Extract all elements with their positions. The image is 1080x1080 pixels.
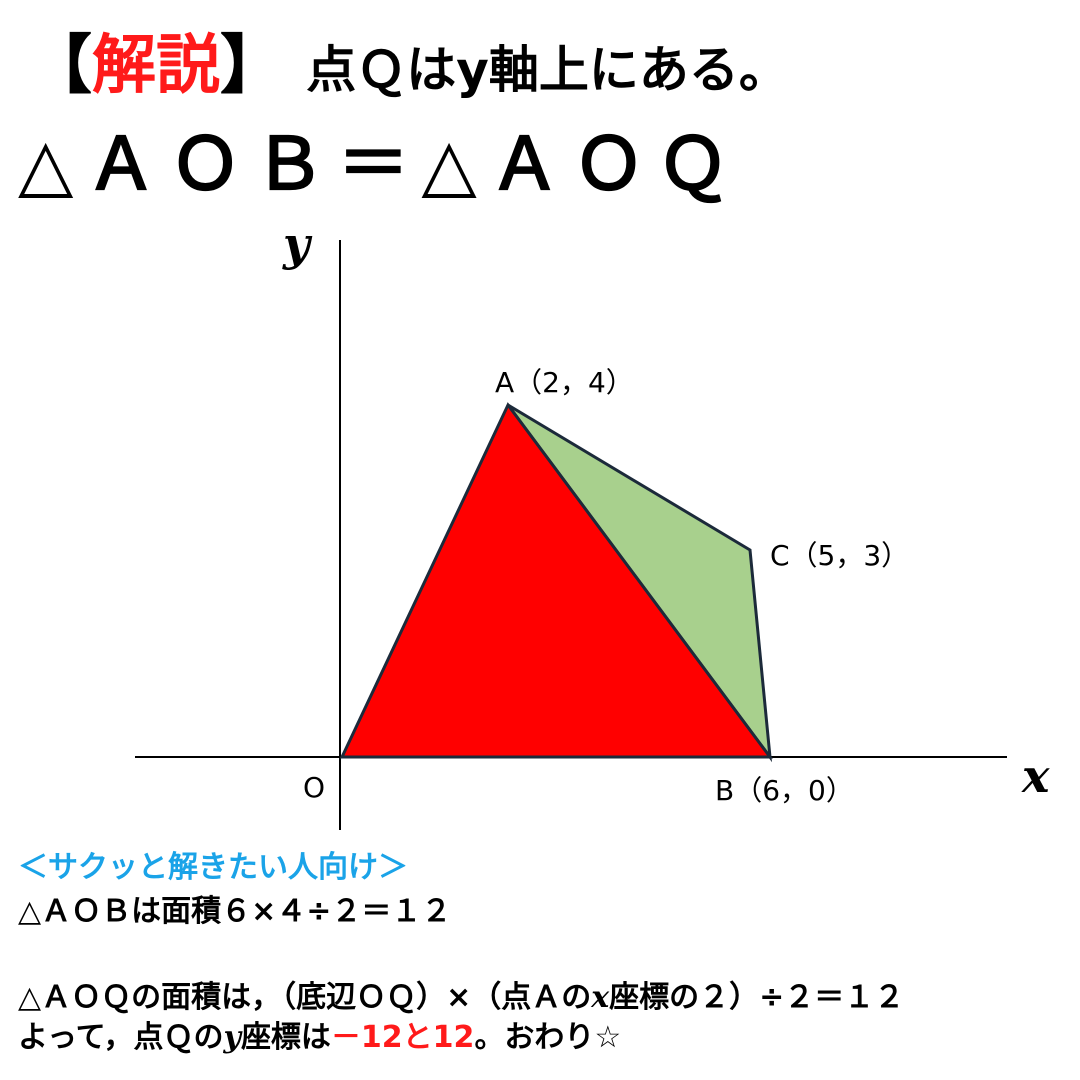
answer: －12と12: [330, 1020, 475, 1055]
text: 座標の２）÷２＝１２: [609, 980, 905, 1015]
x-axis-label: x: [1021, 749, 1050, 803]
explanation-line: よって，点Ｑのy座標は－12と12。おわり☆: [18, 1012, 621, 1056]
text: 。おわり☆: [474, 1020, 622, 1055]
y-axis-label: y: [282, 217, 313, 271]
text: 座標は: [240, 1020, 331, 1055]
point-label: O: [303, 771, 325, 804]
equation: △ＡＯＢ＝△ＡＯＱ: [18, 122, 741, 206]
explanation-line: △ＡＯＱの面積は，（底辺ＯＱ）×（点Ａのx座標の２）÷２＝１２: [18, 972, 904, 1016]
bracket: 【: [28, 29, 92, 103]
point-label: A（2，4）: [495, 366, 634, 399]
explanation-line: △ＡＯＢは面積６×４÷２＝１２: [18, 894, 452, 929]
text: よって，点Ｑの: [18, 1020, 224, 1055]
header: 【解説】 点Ｑはy軸上にある。: [28, 14, 789, 106]
variable: y: [223, 1020, 241, 1055]
header-label: 解説: [92, 29, 220, 103]
red-triangle: [339, 402, 773, 759]
header-text: 点Ｑはy軸上にある。: [306, 41, 789, 99]
explanation-heading: ＜サクッと解きたい人向け＞: [18, 850, 408, 885]
point-label: C（5，3）: [770, 539, 909, 572]
point-label: B（6，0）: [715, 774, 854, 807]
text: △ＡＯＱの面積は，（底辺ＯＱ）×（点Ａの: [18, 980, 592, 1015]
variable: x: [591, 980, 610, 1015]
bracket: 】: [220, 29, 284, 103]
